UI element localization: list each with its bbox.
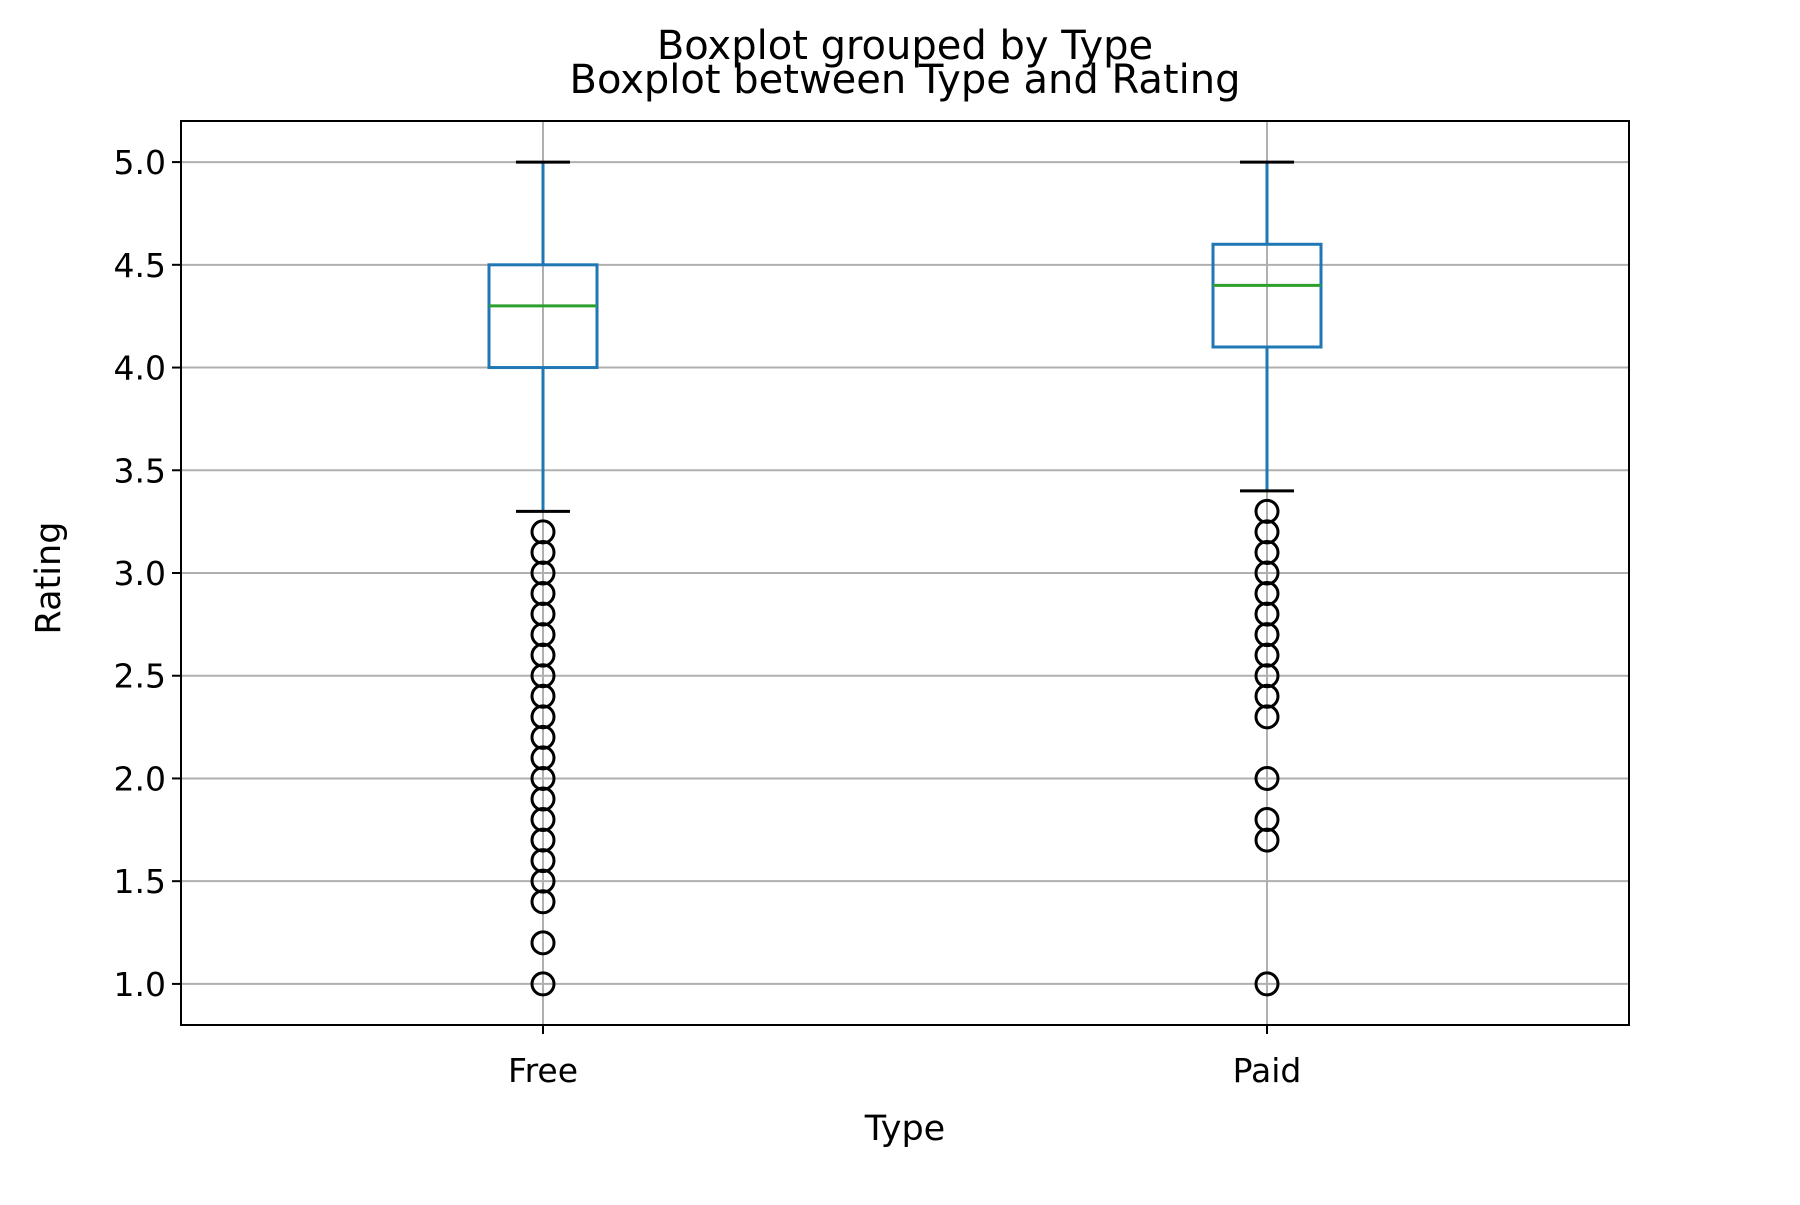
y-tick-label: 1.0: [114, 965, 166, 1004]
free-outlier-point: [530, 971, 556, 997]
y-axis-label: Rating: [29, 522, 69, 635]
paid-outlier-point: [1254, 807, 1280, 833]
chart-title: Boxplot between Type and Rating: [570, 57, 1241, 103]
x-tick-label: Free: [508, 1051, 578, 1090]
y-tick-label: 5.0: [114, 143, 166, 182]
y-tick-label: 2.0: [114, 759, 166, 798]
paid-outlier-point: [1254, 971, 1280, 997]
x-axis-label: Type: [864, 1109, 945, 1149]
paid-outlier-point: [1254, 498, 1280, 524]
y-tick-label: 3.0: [114, 554, 166, 593]
tick-layer: 1.0 1.5 2.0 2.5 3.0 3.5 4.0 4.5 5.0 Free Paid: [114, 143, 1302, 1090]
x-tick-label: Paid: [1233, 1051, 1302, 1090]
box-layer: [487, 160, 1323, 997]
free-box: [487, 263, 599, 370]
y-tick-label: 1.5: [114, 862, 166, 901]
y-tick-label: 3.5: [114, 451, 166, 490]
free-outlier-point: [530, 930, 556, 956]
chart-suptitle: Boxplot grouped by Type: [657, 23, 1153, 69]
paid-box: [1211, 242, 1323, 349]
grid-layer: [181, 121, 1629, 1025]
free-outlier-point: [530, 519, 556, 545]
y-tick-label: 4.0: [114, 349, 166, 388]
paid-outlier-point: [1254, 765, 1280, 791]
y-tick-label: 2.5: [114, 657, 166, 696]
y-tick-label: 4.5: [114, 246, 166, 285]
